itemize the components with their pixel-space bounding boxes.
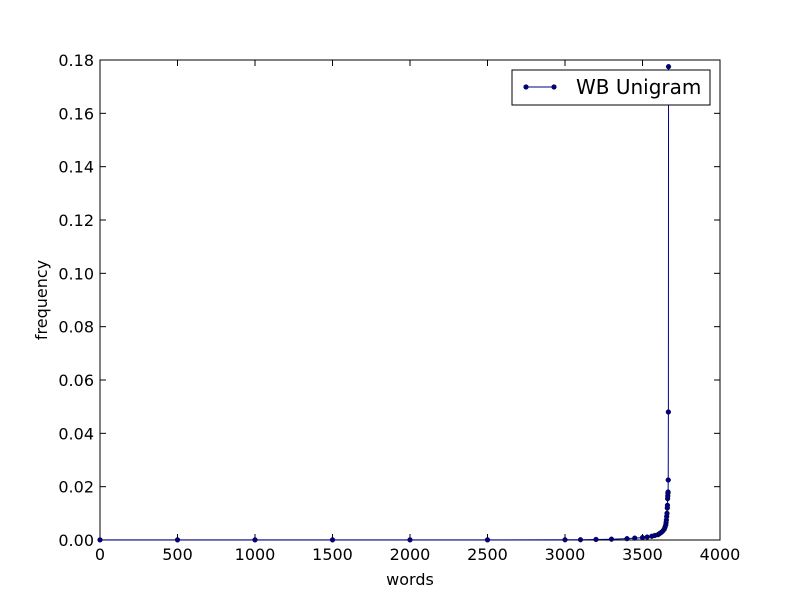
x-tick-label: 1000 (235, 545, 276, 564)
data-point (664, 510, 670, 516)
x-tick-label: 2500 (467, 545, 508, 564)
x-axis-label: words (386, 570, 434, 589)
data-point (665, 489, 671, 495)
x-tick-label: 500 (162, 545, 193, 564)
x-axis: 0 500 1000 1500 2000 2500 3000 3500 4000 (95, 60, 740, 564)
y-tick-label: 0.18 (58, 51, 94, 70)
data-point (407, 537, 413, 543)
y-tick-label: 0.02 (58, 478, 94, 497)
data-point (632, 535, 638, 541)
data-point (484, 537, 491, 543)
legend: WB Unigram (511, 69, 711, 106)
y-tick-label: 0.08 (58, 318, 94, 337)
y-tick-label: 0.06 (58, 371, 94, 390)
x-tick-label: 4000 (700, 545, 741, 564)
x-tick-label: 2000 (390, 545, 431, 564)
data-point (664, 502, 671, 508)
data-point (644, 534, 650, 540)
data-point (665, 477, 671, 483)
y-tick-label: 0.04 (58, 424, 94, 443)
y-tick-label: 0.16 (58, 104, 94, 123)
data-point (665, 409, 671, 415)
y-axis: 0.00 0.02 0.04 0.06 0.08 0.10 0.12 0.14 0.16 0.18 (58, 51, 720, 550)
data-point (562, 537, 568, 543)
y-tick-label: 0.00 (58, 531, 94, 550)
y-tick-label: 0.14 (58, 158, 94, 177)
y-tick-label: 0.10 (58, 264, 94, 283)
y-axis-label: frequency (32, 260, 51, 340)
data-point (577, 537, 584, 543)
data-point (252, 537, 258, 543)
x-tick-label: 3500 (622, 545, 663, 564)
data-point (174, 537, 181, 543)
data-point (97, 537, 103, 543)
data-point (593, 536, 599, 543)
legend-marker (551, 84, 557, 90)
y-tick-label: 0.12 (58, 211, 94, 230)
x-tick-label: 0 (95, 545, 105, 564)
data-point (665, 64, 672, 70)
legend-marker (523, 84, 529, 90)
data-point (608, 536, 615, 542)
plot-area (99, 59, 721, 541)
legend-entry-label: WB Unigram (576, 75, 701, 99)
x-tick-label: 1500 (312, 545, 353, 564)
data-point (624, 536, 630, 542)
data-point (639, 534, 646, 541)
data-point (329, 537, 336, 543)
x-tick-label: 3000 (545, 545, 586, 564)
plot-frame (99, 59, 721, 541)
series-group (97, 64, 672, 543)
